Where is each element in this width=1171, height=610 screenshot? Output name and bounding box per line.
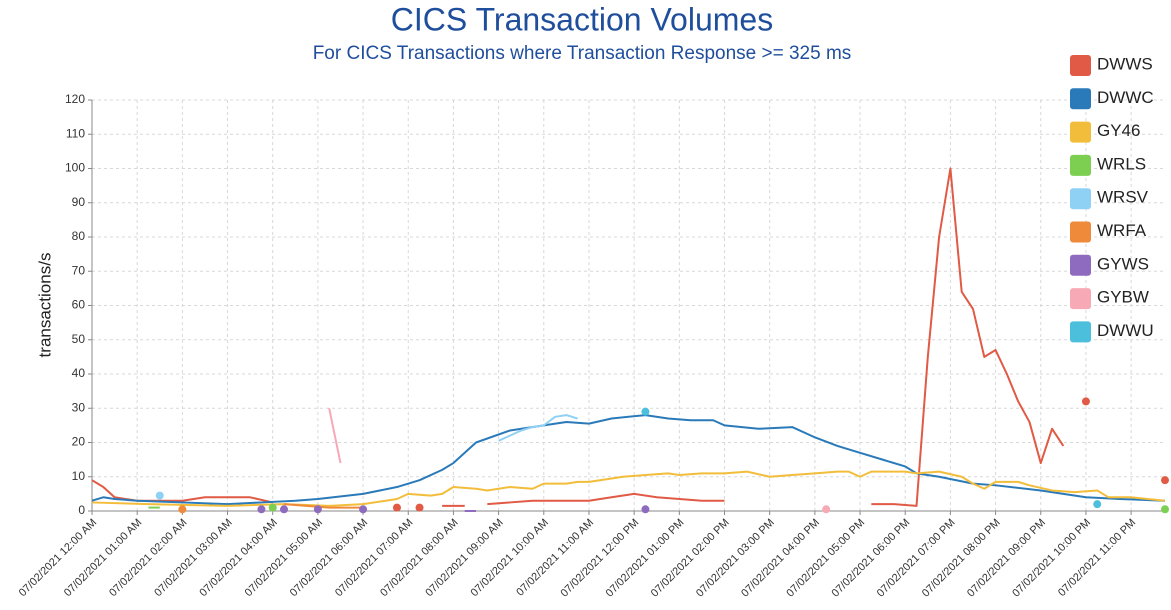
y-tick-label: 40 (72, 366, 86, 380)
point (257, 505, 266, 514)
x-tick-label: 07/02/2021 05:00 PM (784, 517, 867, 600)
line (487, 492, 725, 506)
x-tick-label: 07/02/2021 02:00 AM (107, 517, 189, 599)
x-tick-label: 07/02/2021 01:00 PM (604, 517, 687, 600)
point (313, 505, 322, 514)
point (641, 407, 650, 416)
legend-label: GYWS (1097, 254, 1149, 273)
legend-swatch (1070, 221, 1091, 243)
point (1161, 505, 1169, 514)
x-tick-label: 07/02/2021 12:00 AM (17, 517, 99, 599)
line (871, 167, 1065, 507)
point (155, 491, 164, 500)
legend-swatch (1070, 88, 1091, 110)
legend-swatch (1070, 288, 1091, 310)
line (91, 414, 1166, 506)
x-tick-label: 07/02/2021 07:00 PM (875, 517, 958, 600)
legend-label: DWWS (1097, 54, 1153, 73)
y-tick-label: 30 (72, 400, 86, 414)
y-axis-label: transactions/s (35, 253, 54, 358)
x-tick-label: 07/02/2021 11:00 AM (514, 517, 596, 599)
x-tick-label: 07/02/2021 09:00 PM (965, 517, 1048, 600)
legend-swatch (1070, 188, 1091, 210)
legend-label: WRLS (1097, 154, 1146, 173)
y-tick-label: 120 (65, 92, 85, 106)
x-tick-label: 07/02/2021 03:00 AM (152, 517, 234, 599)
x-tick-label: 07/02/2021 03:00 PM (694, 517, 777, 600)
legend-label: GY46 (1097, 121, 1140, 140)
x-tick-label: 07/02/2021 07:00 AM (333, 517, 415, 599)
legend-swatch (1070, 321, 1091, 343)
legend-label: WRFA (1097, 221, 1147, 240)
x-tick-label: 07/02/2021 08:00 AM (378, 517, 460, 599)
x-tick-label: 07/02/2021 05:00 AM (243, 517, 325, 599)
x-tick-label: 07/02/2021 06:00 PM (830, 517, 913, 600)
line (498, 414, 578, 442)
legend-label: DWWU (1097, 321, 1154, 340)
point (415, 503, 424, 512)
point (1093, 500, 1102, 509)
legend-swatch (1070, 121, 1091, 143)
point (392, 503, 401, 512)
y-tick-label: 110 (66, 126, 85, 140)
x-tick-label: 07/02/2021 08:00 PM (920, 517, 1003, 600)
y-tick-label: 90 (72, 195, 86, 209)
point (822, 505, 831, 514)
point (359, 505, 368, 514)
line (91, 470, 1166, 507)
x-tick-label: 07/02/2021 06:00 AM (288, 517, 370, 599)
y-tick-label: 70 (72, 263, 86, 277)
y-tick-label: 100 (65, 161, 85, 175)
point (280, 505, 289, 514)
y-tick-label: 10 (72, 469, 86, 483)
line (328, 408, 342, 464)
x-tick-label: 07/02/2021 01:00 AM (62, 517, 144, 599)
x-tick-label: 07/02/2021 02:00 PM (649, 517, 732, 600)
legend-label: DWWC (1097, 88, 1154, 107)
point (178, 505, 187, 514)
y-tick-label: 50 (72, 332, 86, 346)
y-tick-label: 60 (72, 298, 86, 312)
line (283, 503, 364, 509)
legend-label: GYBW (1097, 288, 1149, 307)
x-tick-label: 07/02/2021 10:00 AM (469, 517, 551, 599)
x-tick-label: 07/02/2021 04:00 PM (739, 517, 822, 600)
x-tick-label: 07/02/2021 09:00 AM (423, 517, 505, 599)
y-tick-label: 20 (72, 435, 86, 449)
point (1081, 397, 1090, 406)
chart-title: CICS Transaction Volumes (391, 1, 773, 37)
point (1161, 476, 1169, 485)
y-tick-label: 80 (72, 229, 86, 243)
x-tick-label: 07/02/2021 11:00 PM (1056, 517, 1138, 599)
chart-subtitle: For CICS Transactions where Transaction … (313, 43, 852, 64)
point (641, 505, 650, 514)
legend-label: WRSV (1097, 188, 1149, 207)
point (268, 503, 277, 512)
x-tick-label: 07/02/2021 12:00 PM (558, 517, 641, 600)
x-tick-label: 07/02/2021 04:00 AM (197, 517, 279, 599)
y-tick-label: 0 (78, 503, 85, 517)
x-tick-label: 07/02/2021 10:00 PM (1010, 517, 1093, 600)
legend-swatch (1070, 154, 1091, 176)
legend-swatch (1070, 254, 1091, 276)
legend-swatch (1070, 55, 1091, 76)
